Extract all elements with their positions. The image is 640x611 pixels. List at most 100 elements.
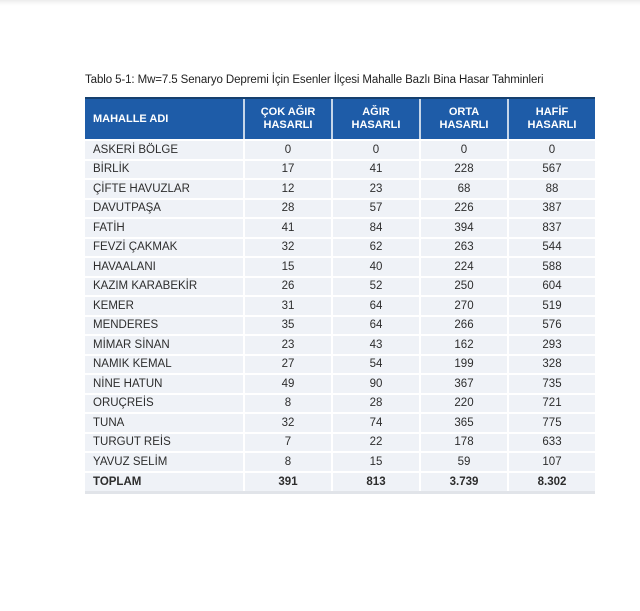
cell-damage-count: 588 — [507, 258, 595, 276]
table-row: KEMER 31 64 270 519 — [85, 297, 595, 317]
table-row: ÇİFTE HAVUZLAR 12 23 68 88 — [85, 180, 595, 200]
column-header-agir-hasarli: AĞIR HASARLI — [331, 99, 419, 139]
cell-damage-count: 15 — [331, 453, 419, 471]
table-row: MİMAR SİNAN 23 43 162 293 — [85, 336, 595, 356]
table-row: KAZIM KARABEKİR 26 52 250 604 — [85, 277, 595, 297]
cell-damage-count: 813 — [331, 472, 419, 491]
table-row: FATİH 41 84 394 837 — [85, 219, 595, 239]
cell-mahalle-name: DAVUTPAŞA — [93, 202, 161, 215]
cell-damage-count: 62 — [331, 238, 419, 256]
cell-damage-count: 837 — [507, 219, 595, 237]
cell-damage-count: 84 — [331, 219, 419, 237]
cell-damage-count: 17 — [243, 160, 331, 178]
table-total-row: TOPLAM 391 813 3.739 8.302 — [85, 472, 595, 494]
cell-mahalle-name: ÇİFTE HAVUZLAR — [93, 182, 190, 195]
cell-mahalle-name: FATİH — [93, 221, 125, 234]
cell-damage-count: 32 — [243, 238, 331, 256]
cell-damage-count: 0 — [419, 141, 507, 159]
cell-damage-count: 28 — [243, 199, 331, 217]
cell-damage-count: 270 — [419, 297, 507, 315]
table-caption: Tablo 5-1: Mw=7.5 Senaryo Depremi İçin E… — [85, 74, 544, 86]
cell-mahalle-name: TOPLAM — [93, 475, 142, 488]
cell-damage-count: 26 — [243, 277, 331, 295]
cell-damage-count: 12 — [243, 180, 331, 198]
cell-damage-count: 107 — [507, 453, 595, 471]
cell-mahalle-name: YAVUZ SELİM — [93, 455, 168, 468]
table-row: FEVZİ ÇAKMAK 32 62 263 544 — [85, 238, 595, 258]
cell-damage-count: 391 — [243, 472, 331, 491]
cell-damage-count: 40 — [331, 258, 419, 276]
cell-mahalle-name: NİNE HATUN — [93, 377, 163, 390]
cell-damage-count: 41 — [243, 219, 331, 237]
cell-damage-count: 31 — [243, 297, 331, 315]
cell-damage-count: 90 — [331, 375, 419, 393]
cell-damage-count: 64 — [331, 316, 419, 334]
cell-damage-count: 178 — [419, 433, 507, 451]
cell-damage-count: 328 — [507, 355, 595, 373]
cell-damage-count: 8.302 — [507, 472, 595, 491]
cell-damage-count: 3.739 — [419, 472, 507, 491]
cell-damage-count: 15 — [243, 258, 331, 276]
cell-damage-count: 567 — [507, 160, 595, 178]
column-header-hafif-hasarli: HAFİF HASARLI — [507, 99, 595, 139]
cell-damage-count: 57 — [331, 199, 419, 217]
table-row: DAVUTPAŞA 28 57 226 387 — [85, 199, 595, 219]
cell-damage-count: 228 — [419, 160, 507, 178]
table-header-row: MAHALLE ADI ÇOK AĞIR HASARLI AĞIR HASARL… — [85, 97, 595, 139]
cell-damage-count: 633 — [507, 433, 595, 451]
damage-estimates-table: MAHALLE ADI ÇOK AĞIR HASARLI AĞIR HASARL… — [85, 97, 595, 494]
cell-damage-count: 8 — [243, 394, 331, 412]
cell-mahalle-name: MİMAR SİNAN — [93, 338, 170, 351]
cell-damage-count: 250 — [419, 277, 507, 295]
cell-damage-count: 0 — [243, 141, 331, 159]
table-row: HAVAALANI 15 40 224 588 — [85, 258, 595, 278]
cell-damage-count: 224 — [419, 258, 507, 276]
cell-damage-count: 74 — [331, 414, 419, 432]
cell-damage-count: 23 — [243, 336, 331, 354]
cell-damage-count: 775 — [507, 414, 595, 432]
column-header-orta-hasarli: ORTA HASARLI — [419, 99, 507, 139]
cell-damage-count: 293 — [507, 336, 595, 354]
cell-damage-count: 68 — [419, 180, 507, 198]
cell-mahalle-name: BİRLİK — [93, 163, 130, 176]
table-row: BİRLİK 17 41 228 567 — [85, 160, 595, 180]
cell-mahalle-name: ASKERİ BÖLGE — [93, 143, 179, 156]
cell-damage-count: 220 — [419, 394, 507, 412]
table-row: NAMIK KEMAL 27 54 199 328 — [85, 355, 595, 375]
cell-mahalle-name: FEVZİ ÇAKMAK — [93, 241, 178, 254]
cell-damage-count: 576 — [507, 316, 595, 334]
cell-damage-count: 199 — [419, 355, 507, 373]
cell-damage-count: 162 — [419, 336, 507, 354]
cell-mahalle-name: TURGUT REİS — [93, 436, 171, 449]
column-header-cok-agir-hasarli: ÇOK AĞIR HASARLI — [243, 99, 331, 139]
table-row: TUNA 32 74 365 775 — [85, 414, 595, 434]
table-row: ORUÇREİS 8 28 220 721 — [85, 394, 595, 414]
cell-damage-count: 721 — [507, 394, 595, 412]
cell-damage-count: 52 — [331, 277, 419, 295]
cell-damage-count: 54 — [331, 355, 419, 373]
cell-damage-count: 41 — [331, 160, 419, 178]
cell-damage-count: 365 — [419, 414, 507, 432]
cell-damage-count: 0 — [507, 141, 595, 159]
cell-damage-count: 263 — [419, 238, 507, 256]
cell-damage-count: 394 — [419, 219, 507, 237]
cell-mahalle-name: TUNA — [93, 416, 125, 429]
cell-damage-count: 59 — [419, 453, 507, 471]
cell-damage-count: 49 — [243, 375, 331, 393]
cell-mahalle-name: NAMIK KEMAL — [93, 358, 172, 371]
table-row: ASKERİ BÖLGE 0 0 0 0 — [85, 141, 595, 161]
cell-damage-count: 32 — [243, 414, 331, 432]
table-row: NİNE HATUN 49 90 367 735 — [85, 375, 595, 395]
cell-damage-count: 43 — [331, 336, 419, 354]
cell-damage-count: 7 — [243, 433, 331, 451]
cell-damage-count: 28 — [331, 394, 419, 412]
cell-damage-count: 35 — [243, 316, 331, 334]
cell-damage-count: 604 — [507, 277, 595, 295]
cell-damage-count: 519 — [507, 297, 595, 315]
window-top-edge — [0, 0, 640, 6]
cell-damage-count: 544 — [507, 238, 595, 256]
cell-damage-count: 367 — [419, 375, 507, 393]
table-row: YAVUZ SELİM 8 15 59 107 — [85, 453, 595, 473]
cell-damage-count: 88 — [507, 180, 595, 198]
